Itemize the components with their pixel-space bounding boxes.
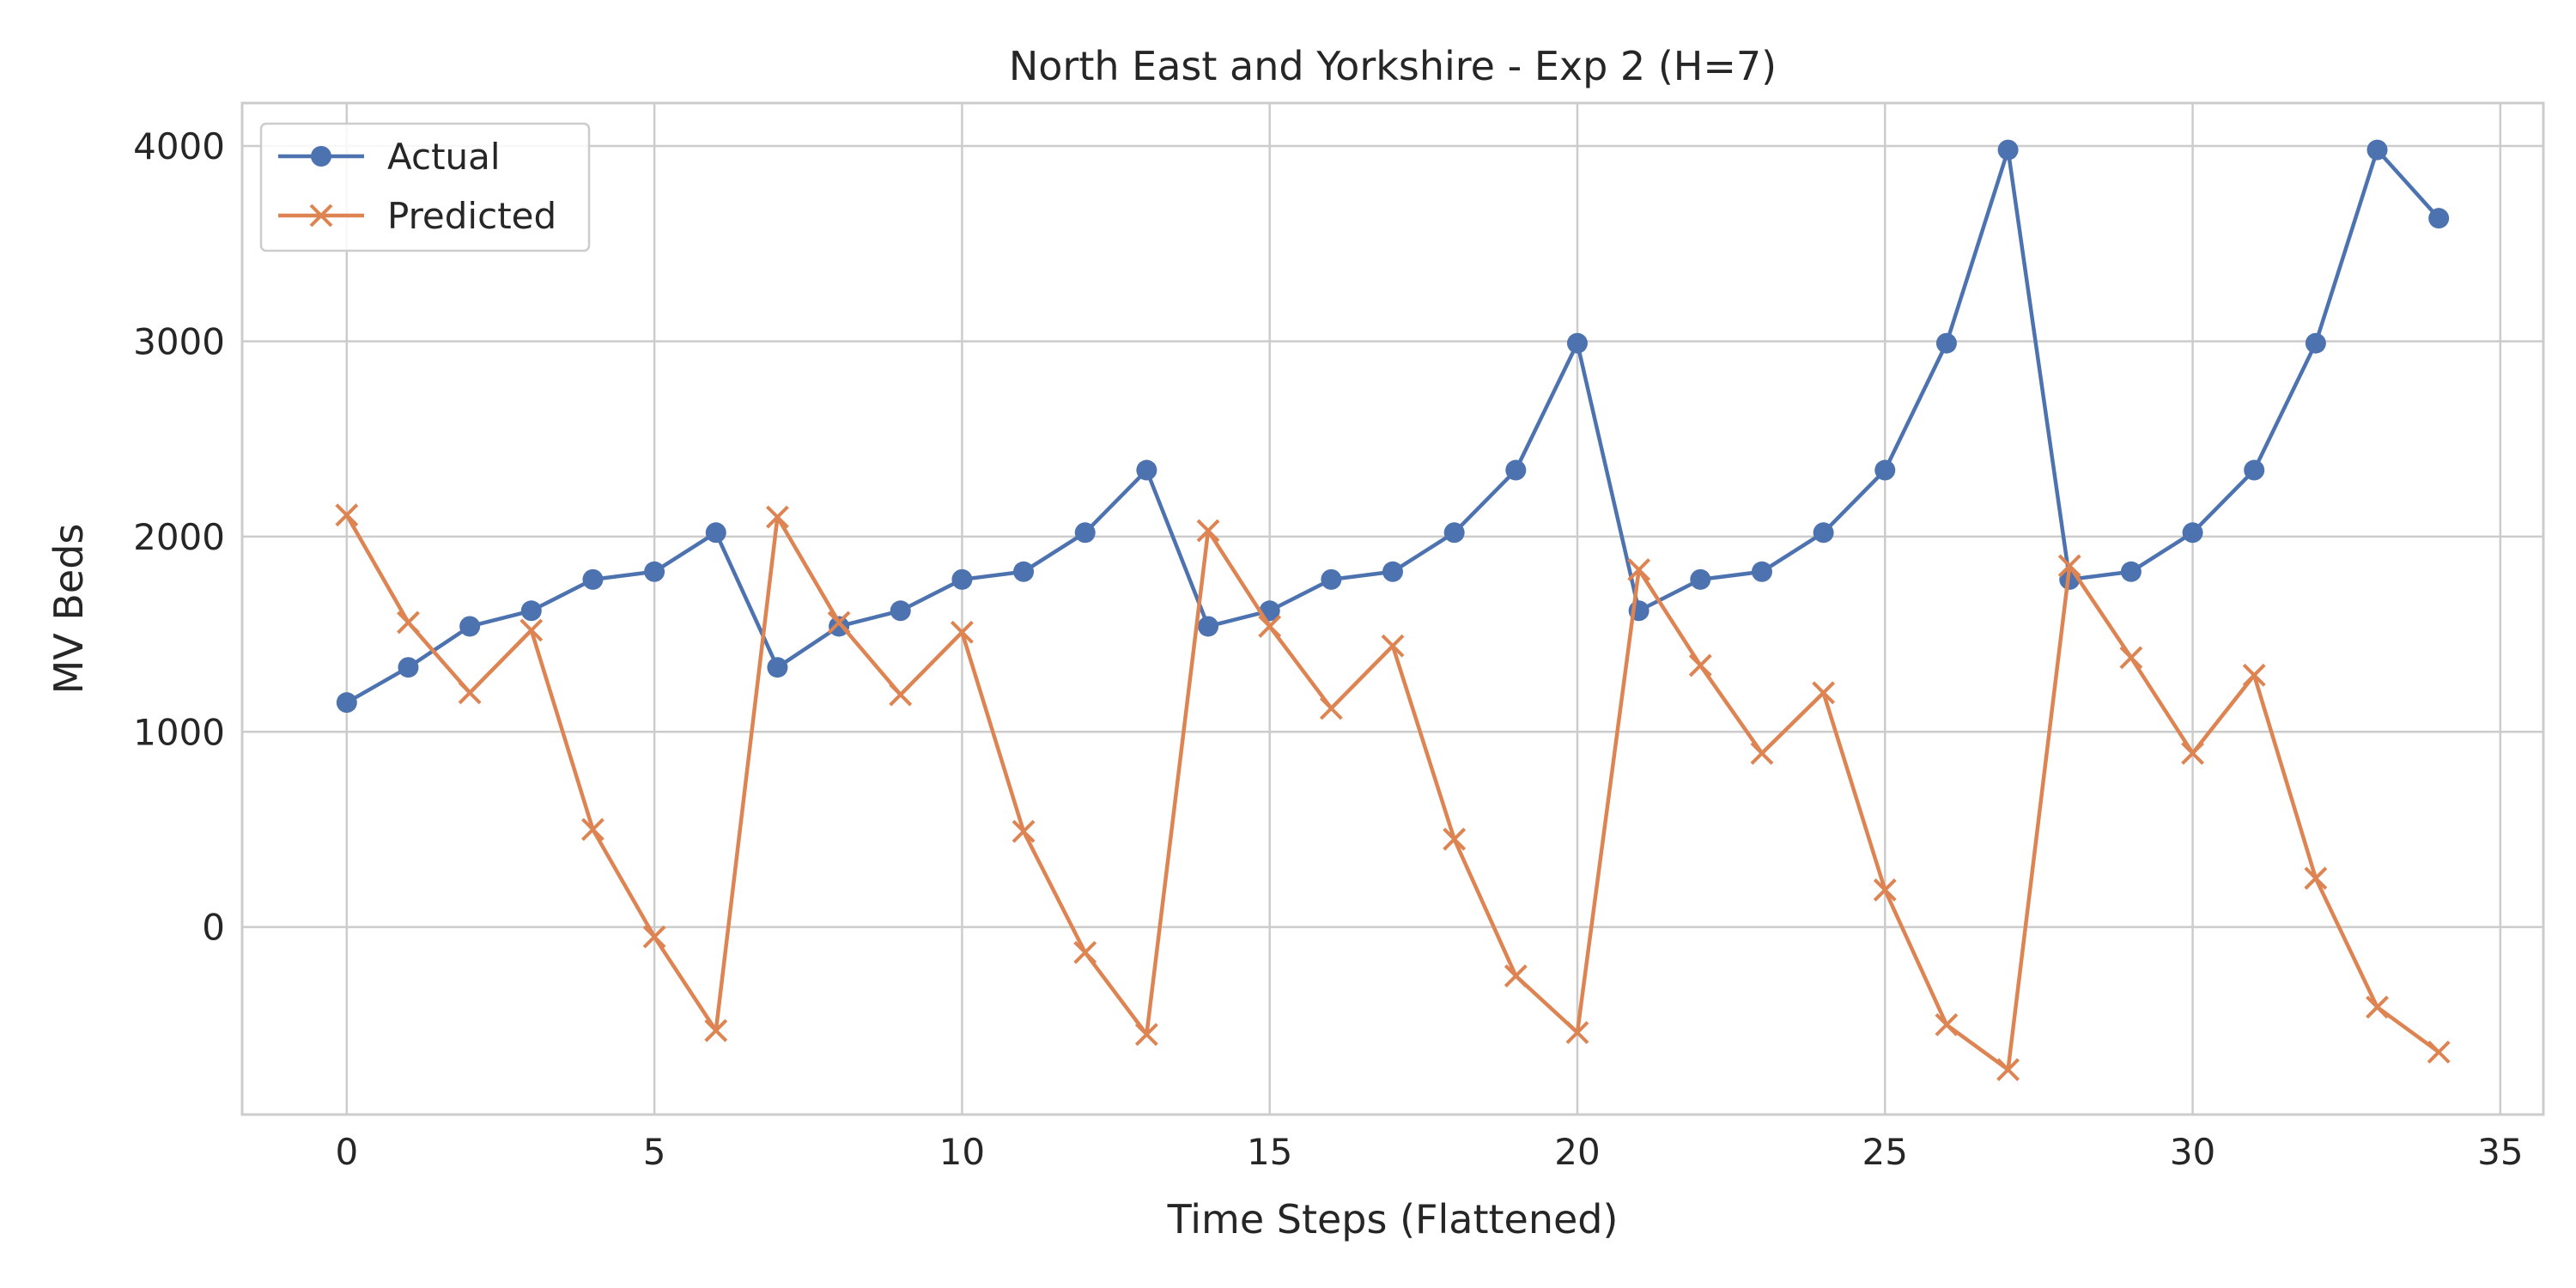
predicted-point	[2057, 554, 2081, 578]
actual-point	[1198, 616, 1219, 637]
predicted-point	[1073, 940, 1097, 964]
predicted-point	[2119, 646, 2143, 670]
y-tick-label: 3000	[133, 320, 225, 362]
predicted-point	[1012, 819, 1036, 843]
legend-predicted-label: Predicted	[387, 195, 556, 237]
predicted-point	[519, 618, 544, 642]
actual-point	[2120, 561, 2142, 582]
predicted-point	[889, 683, 913, 707]
predicted-point	[1873, 878, 1897, 902]
legend-item-predicted: Predicted	[278, 195, 556, 237]
actual-point	[2305, 332, 2326, 354]
actual-point	[1013, 561, 1035, 582]
series-predicted	[335, 503, 2451, 1082]
predicted-point	[827, 611, 851, 635]
legend-predicted-marker	[309, 204, 333, 228]
predicted-point	[766, 505, 789, 529]
x-tick-label: 5	[643, 1131, 666, 1173]
x-tick-label: 20	[1554, 1131, 1600, 1173]
actual-point	[1935, 332, 1957, 354]
actual-point	[1321, 568, 1342, 590]
actual-point	[1566, 332, 1588, 354]
actual-point	[767, 657, 788, 678]
actual-point	[459, 616, 481, 637]
x-tick-label: 30	[2170, 1131, 2215, 1173]
predicted-point	[2242, 663, 2266, 687]
legend-item-actual: Actual	[278, 136, 501, 178]
predicted-point	[397, 611, 420, 635]
plot-frame	[240, 101, 2545, 1116]
actual-point	[582, 568, 604, 590]
predicted-point	[458, 681, 482, 705]
actual-point	[1997, 139, 2019, 161]
predicted-point	[1812, 681, 1836, 705]
actual-point	[2244, 459, 2265, 481]
actual-point	[1136, 459, 1157, 481]
actual-point	[1074, 522, 1096, 544]
actual-point	[1690, 568, 1711, 590]
predicted-point	[1258, 615, 1282, 638]
actual-point	[705, 522, 726, 544]
x-tick-label: 0	[335, 1131, 358, 1173]
y-tick-label: 2000	[133, 516, 225, 558]
predicted-point	[1688, 653, 1712, 677]
y-tick-label: 0	[202, 907, 225, 949]
x-tick-label: 10	[939, 1131, 985, 1173]
legend: Actual Predicted	[259, 122, 591, 252]
actual-point	[1874, 459, 1896, 481]
legend-actual-label: Actual	[387, 136, 501, 178]
predicted-point	[1381, 634, 1405, 658]
actual-point	[1751, 561, 1772, 582]
predicted-point	[581, 817, 605, 841]
predicted-point	[642, 925, 666, 949]
predicted-point	[950, 620, 974, 644]
actual-point	[2182, 522, 2203, 544]
predicted-point	[2304, 866, 2328, 890]
predicted-point	[1443, 827, 1467, 851]
actual-point	[2428, 208, 2450, 229]
predicted-point	[1134, 1023, 1158, 1047]
actual-point	[1813, 522, 1834, 544]
x-tick-label: 35	[2477, 1131, 2523, 1173]
tick-labels: 0 5 10 15 20 25 30 35 0 1000 2000 3000 4000	[133, 125, 2523, 1173]
predicted-point	[2427, 1040, 2451, 1064]
actual-point	[829, 616, 850, 637]
predicted-point	[1627, 558, 1651, 581]
actual-point	[1382, 561, 1403, 582]
actual-point	[336, 692, 357, 714]
y-axis-label: MV Beds	[46, 524, 92, 695]
actual-point	[398, 657, 419, 678]
predicted-point	[335, 503, 359, 527]
predicted-point	[1750, 741, 1774, 765]
predicted-point	[1935, 1012, 1959, 1036]
legend-actual-marker	[311, 146, 331, 167]
y-tick-label: 4000	[133, 125, 225, 167]
predicted-point	[2366, 995, 2389, 1019]
actual-point	[890, 600, 911, 622]
actual-point	[1443, 522, 1465, 544]
actual-point	[520, 600, 542, 622]
predicted-point	[1319, 696, 1343, 720]
predicted-point	[1565, 1021, 1589, 1044]
predicted-point	[2181, 741, 2204, 765]
chart-title: North East and Yorkshire - Exp 2 (H=7)	[1009, 43, 1777, 89]
actual-point	[1505, 459, 1527, 481]
x-tick-label: 25	[1862, 1131, 1908, 1173]
actual-point	[2366, 139, 2388, 161]
predicted-point	[1196, 519, 1220, 543]
actual-point	[951, 568, 973, 590]
y-tick-label: 1000	[133, 711, 225, 753]
predicted-point	[1504, 964, 1528, 987]
x-axis-label: Time Steps (Flattened)	[1167, 1196, 1619, 1242]
predicted-point	[704, 1018, 728, 1042]
x-tick-label: 15	[1247, 1131, 1292, 1173]
series	[335, 139, 2451, 1082]
actual-point	[644, 561, 665, 582]
grid	[242, 103, 2543, 1115]
predicted-point	[1996, 1058, 2020, 1082]
